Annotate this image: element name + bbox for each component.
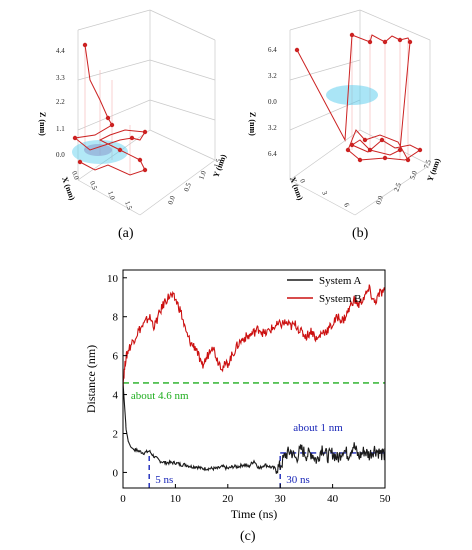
panel-a-z-tick: 1.1 [56,125,65,133]
panel-a-nodes [72,42,148,173]
panel-a-z-tick: 3.3 [56,74,65,82]
axes-layer: 0 10 20 30 40 50 0 2 4 6 8 10 [107,269,392,505]
annotation-label: 30 ns [286,474,310,486]
x-tick-label: 10 [170,493,182,505]
panel-a-x-tick: 0.0 [70,170,81,181]
legend-entry: System A [319,275,362,287]
panel-b-y-tick: 5.0 [408,169,419,180]
panel-b-y-tick: 0.0 [374,194,385,205]
annotation-label: about 4.6 nm [131,390,189,402]
panel-b-z-tick: 6.4 [268,150,277,158]
series-layer [122,284,386,474]
x-tick-label: 30 [275,493,287,505]
panel-b-z-label: Z (nm) [248,112,257,136]
panel-c-label: (c) [240,529,256,544]
panel-a-y-tick: 1.0 [197,169,208,180]
annotation-label: 5 ns [155,474,173,486]
y-tick-label: 10 [107,273,119,285]
panel-a-y-tick: 1.5 [212,157,223,168]
panel-b-z-tick: 3.2 [268,124,277,132]
panel-a-z-tick: 2.2 [56,98,65,106]
panel-a-box [77,9,216,216]
y-tick-label: 8 [113,312,119,324]
panel-b-x-tick: 6 [342,202,351,208]
panel-a-trajectory [73,44,146,176]
panel-a-z-tick: 4.4 [56,47,65,55]
plot-frame [122,269,386,489]
panel-b-y-tick: 7.5 [422,158,433,169]
x-tick-label: 20 [222,493,234,505]
panel-a-y-tick: 0.5 [182,181,193,192]
panel-b-nodes [294,32,423,163]
panel-b-label: (b) [352,226,369,241]
panel-a-y-tick: 0.0 [166,194,177,205]
x-tick-label: 40 [327,493,339,505]
panel-a-cloud-inner [84,144,112,156]
panel-b-z-tick: 3.2 [268,72,277,80]
panel-b-box [289,9,431,216]
y-tick-label: 6 [113,351,119,363]
panel-a-label: (a) [118,226,134,241]
panel-a-drop-lines [84,45,131,175]
legend: System A System B [287,275,362,305]
panel-b-z-tick: 0.0 [268,98,277,106]
y-tick-label: 2 [113,429,119,441]
panel-b-x-tick: 0 [298,178,307,184]
panel-b-x-tick: 3 [320,190,329,196]
panel-b-cloud [326,85,378,105]
x-axis-title: Time (ns) [231,507,278,521]
y-axis-title: Distance (nm) [84,345,98,413]
x-tick-label: 50 [380,493,392,505]
panel-a-x-tick: 1.5 [123,200,134,211]
panel-a-z-label: Z (nm) [38,112,47,136]
legend-entry: System B [319,293,361,305]
panel-a-x-tick: 1.0 [106,190,117,201]
panel-b-y-tick: 2.5 [392,181,403,192]
panel-a-3d-plot: Z (nm) X (nm) Y (nm) 4.4 3.3 2.2 1.1 0.0… [38,9,228,241]
series-system-a-line [122,382,386,474]
y-tick-label: 0 [113,467,119,479]
y-tick-label: 4 [113,390,119,402]
annotation-layer: about 4.6 nm 5 ns 30 ns about 1 nm [123,382,385,488]
x-tick-label: 0 [120,493,126,505]
panel-a-x-tick: 0.5 [88,180,99,191]
series-system-b-line [122,284,386,388]
panel-b-z-tick: 6.4 [268,46,277,54]
annotation-label: about 1 nm [293,422,343,434]
panel-b-3d-plot: Z (nm) X (nm) Y (nm) 6.4 3.2 0.0 3.2 6.4… [248,9,442,241]
panel-a-z-tick: 0.0 [56,151,65,159]
